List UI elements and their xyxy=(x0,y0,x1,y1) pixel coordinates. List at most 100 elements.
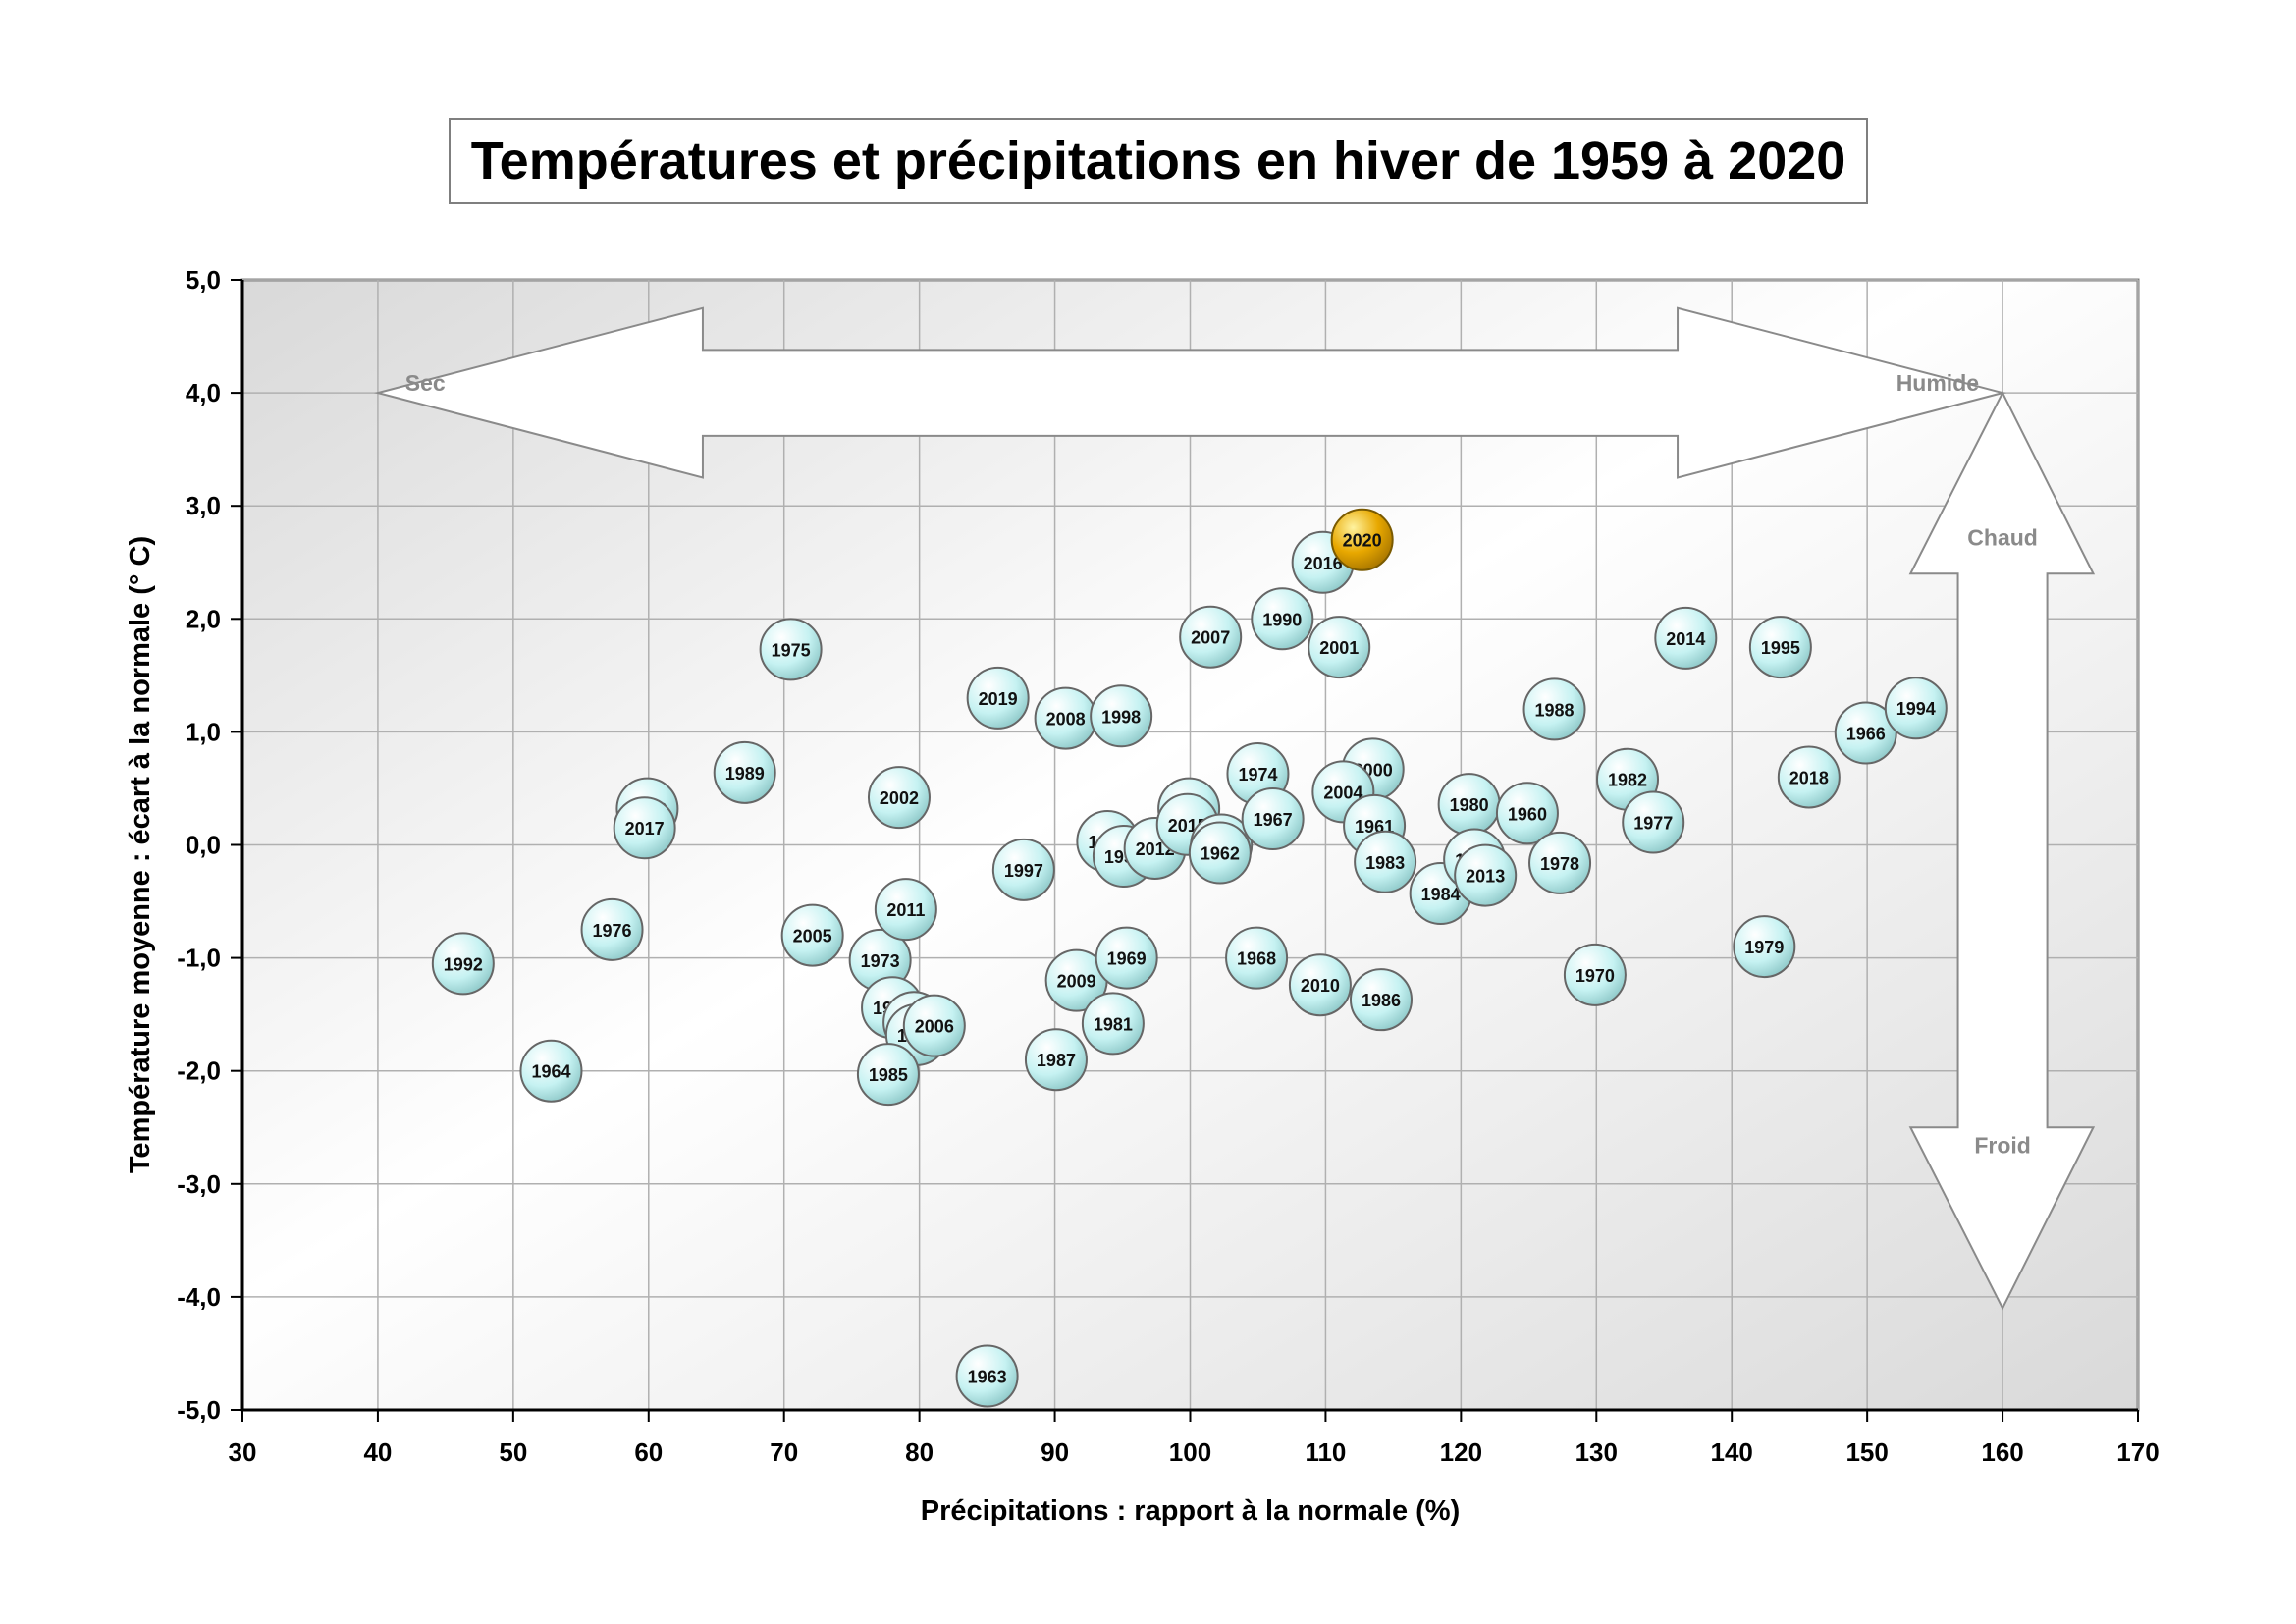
bubble-1986: 1986 xyxy=(1349,968,1413,1032)
chart-title: Températures et précipitations en hiver … xyxy=(470,132,1846,190)
bubble-year-label: 2014 xyxy=(1666,629,1705,649)
cold-label: Froid xyxy=(1974,1133,2031,1159)
y-tick-label: 1,0 xyxy=(186,717,221,746)
bubble-year-label: 1962 xyxy=(1201,844,1240,864)
bubble-point xyxy=(1188,821,1252,885)
bubble-year-label: 2008 xyxy=(1046,710,1086,730)
bubble-point xyxy=(1090,684,1153,748)
bubble-1969: 1969 xyxy=(1095,926,1158,990)
x-tick-label: 140 xyxy=(1711,1437,1753,1467)
bubble-year-label: 2001 xyxy=(1319,638,1359,658)
bubble-2014: 2014 xyxy=(1654,606,1718,670)
bubble-1963: 1963 xyxy=(955,1344,1019,1408)
bubble-point xyxy=(1288,953,1352,1017)
y-tick-label: -1,0 xyxy=(177,944,221,973)
bubble-point xyxy=(1081,992,1145,1056)
bubble-2010: 2010 xyxy=(1288,953,1352,1017)
bubble-year-label: 1982 xyxy=(1608,771,1647,790)
x-tick-label: 30 xyxy=(229,1437,257,1467)
y-tick-label: -2,0 xyxy=(177,1056,221,1086)
bubble-1960: 1960 xyxy=(1495,782,1559,845)
y-axis-title: Température moyenne : écart à la normale… xyxy=(125,536,156,1173)
x-tick-label: 100 xyxy=(1169,1437,1211,1467)
bubble-year-label: 1995 xyxy=(1761,638,1800,658)
bubble-1975: 1975 xyxy=(759,618,823,681)
bubble-year-label: 1973 xyxy=(861,951,900,971)
bubble-2011: 2011 xyxy=(874,878,937,942)
bubble-year-label: 1986 xyxy=(1362,991,1401,1010)
bubble-point xyxy=(1654,606,1718,670)
bubble-year-label: 1976 xyxy=(593,921,632,941)
bubble-year-label: 2018 xyxy=(1789,768,1829,787)
bubble-2008: 2008 xyxy=(1034,686,1097,750)
bubble-point xyxy=(867,766,931,830)
bubble-point xyxy=(1454,843,1518,907)
bubble-point xyxy=(856,1043,920,1107)
bubble-1994: 1994 xyxy=(1884,677,1948,740)
bubble-year-label: 1988 xyxy=(1535,700,1575,720)
bubble-1977: 1977 xyxy=(1622,790,1685,854)
bubble-year-label: 1978 xyxy=(1540,854,1579,874)
bubble-year-label: 1963 xyxy=(968,1367,1007,1386)
bubble-point xyxy=(580,897,644,961)
bubble-2007: 2007 xyxy=(1179,605,1243,669)
x-tick-label: 80 xyxy=(905,1437,934,1467)
bubble-year-label: 1997 xyxy=(1004,861,1043,881)
bubble-year-label: 1969 xyxy=(1107,949,1147,969)
bubble-year-label: 2013 xyxy=(1466,867,1505,887)
bubble-year-label: 1998 xyxy=(1101,707,1141,727)
bubble-1970: 1970 xyxy=(1563,943,1627,1006)
bubble-year-label: 2004 xyxy=(1323,783,1362,802)
bubble-year-label: 2017 xyxy=(625,819,665,839)
bubble-point xyxy=(780,903,844,967)
bubble-year-label: 1967 xyxy=(1254,810,1293,830)
bubble-1964: 1964 xyxy=(519,1039,583,1103)
bubble-2001: 2001 xyxy=(1308,616,1371,679)
bubble-point xyxy=(713,740,776,804)
bubble-1989: 1989 xyxy=(713,740,776,804)
bubble-year-label: 2010 xyxy=(1301,976,1340,996)
bubble-2020: 2020 xyxy=(1330,508,1394,571)
bubble-point xyxy=(1225,926,1289,990)
x-tick-label: 110 xyxy=(1305,1437,1346,1467)
bubble-point xyxy=(431,932,495,996)
bubble-year-label: 2011 xyxy=(886,900,925,920)
bubble-year-label: 1992 xyxy=(444,954,483,974)
bubble-year-label: 2016 xyxy=(1304,554,1343,573)
dry-label: Sec xyxy=(405,370,446,396)
x-tick-label: 150 xyxy=(1845,1437,1888,1467)
x-tick-label: 170 xyxy=(2116,1437,2159,1467)
bubble-year-label: 1977 xyxy=(1633,813,1673,833)
bubble-1979: 1979 xyxy=(1733,915,1796,979)
x-tick-label: 70 xyxy=(770,1437,798,1467)
bubble-2019: 2019 xyxy=(966,666,1030,730)
bubble-year-label: 1960 xyxy=(1508,804,1547,824)
y-tick-label: 0,0 xyxy=(186,831,221,860)
bubble-year-label: 1984 xyxy=(1421,885,1461,904)
bubble-2018: 2018 xyxy=(1777,745,1841,809)
x-tick-label: 50 xyxy=(499,1437,527,1467)
bubble-year-label: 1979 xyxy=(1744,938,1784,957)
bubble-1981: 1981 xyxy=(1081,992,1145,1056)
bubble-1985: 1985 xyxy=(856,1043,920,1107)
bubble-1967: 1967 xyxy=(1241,787,1305,851)
bubble-1987: 1987 xyxy=(1024,1028,1088,1092)
bubble-year-label: 1968 xyxy=(1237,949,1276,969)
bubble-point xyxy=(1179,605,1243,669)
bubble-point xyxy=(1622,790,1685,854)
warm-label: Chaud xyxy=(1967,524,2038,550)
bubble-point xyxy=(1563,943,1627,1006)
bubble-point xyxy=(1522,677,1586,741)
x-tick-label: 120 xyxy=(1440,1437,1482,1467)
y-tick-label: -5,0 xyxy=(177,1395,221,1425)
bubble-point xyxy=(1251,587,1314,651)
bubble-point xyxy=(759,618,823,681)
bubble-2013: 2013 xyxy=(1454,843,1518,907)
bubble-2006: 2006 xyxy=(902,994,966,1057)
bubble-1962: 1962 xyxy=(1188,821,1252,885)
bubble-point xyxy=(1330,508,1394,571)
bubble-year-label: 2006 xyxy=(915,1017,954,1037)
bubble-year-label: 2020 xyxy=(1343,531,1382,551)
bubble-year-label: 1974 xyxy=(1238,765,1277,785)
